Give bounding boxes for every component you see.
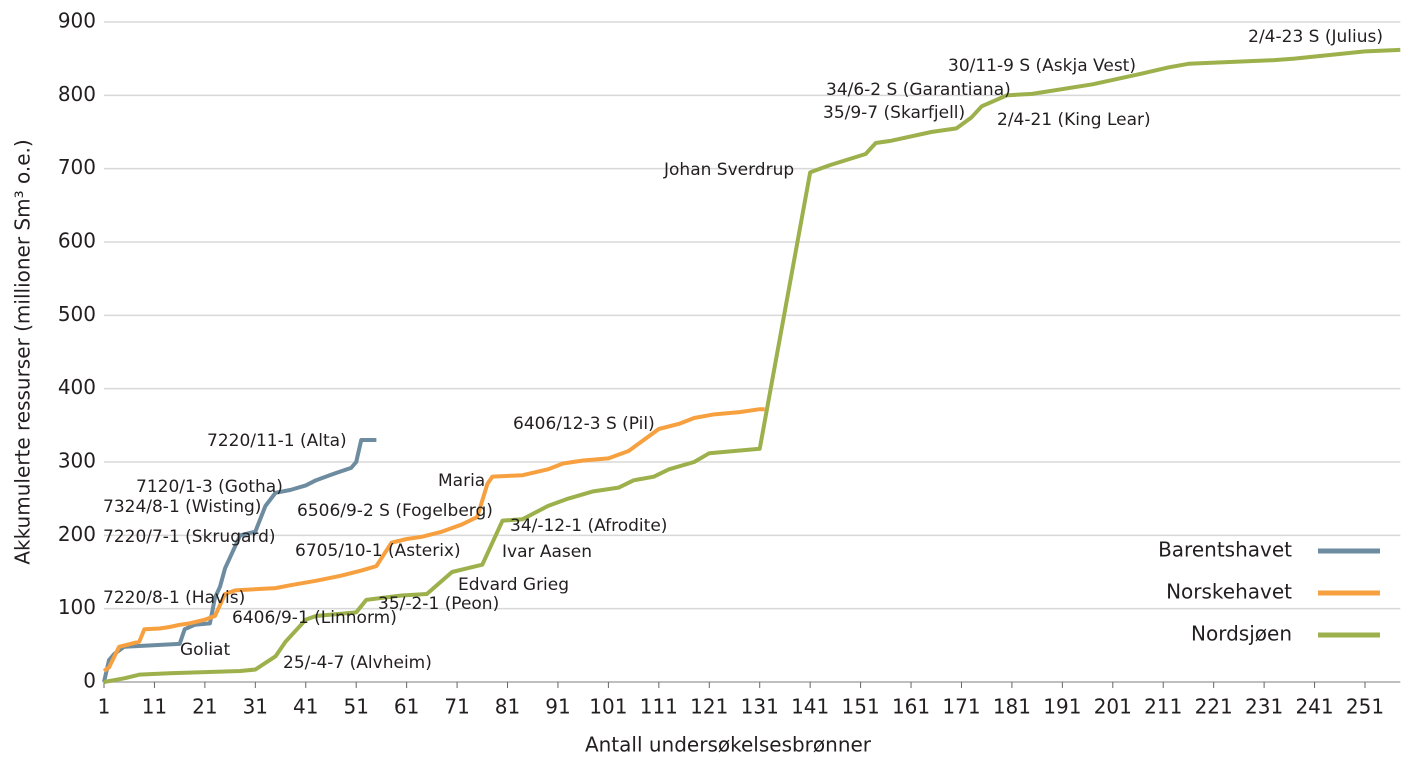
annotation: 2/4-21 (King Lear) (997, 110, 1151, 130)
x-tick-label: 61 (394, 695, 419, 719)
annotation: Ivar Aasen (502, 542, 592, 562)
annotation: 6705/10-1 (Asterix) (295, 541, 461, 561)
y-tick-label: 100 (58, 595, 96, 619)
annotation: Edvard Grieg (458, 575, 569, 595)
x-tick-label: 121 (690, 695, 728, 719)
y-tick-label: 200 (58, 522, 96, 546)
annotation: 34/-12-1 (Afrodite) (510, 516, 667, 536)
annotation: Goliat (180, 640, 230, 660)
y-tick-label: 600 (58, 229, 96, 253)
y-tick-label: 300 (58, 449, 96, 473)
x-tick-label: 111 (640, 695, 678, 719)
x-tick-label: 101 (589, 695, 627, 719)
legend-label: Norskehavet (1166, 580, 1292, 604)
y-tick-label: 700 (58, 155, 96, 179)
annotation: 35/9-7 (Skarfjell) (823, 103, 965, 123)
x-tick-label: 81 (495, 695, 520, 719)
annotation: 7220/8-1 (Havis) (103, 588, 245, 608)
annotation: 30/11-9 S (Askja Vest) (948, 56, 1136, 76)
annotation: 6406/9-1 (Linnorm) (232, 608, 397, 628)
x-tick-label: 201 (1094, 695, 1132, 719)
x-tick-label: 1 (98, 695, 111, 719)
x-tick-label: 241 (1295, 695, 1333, 719)
x-tick-label: 191 (1043, 695, 1081, 719)
x-tick-label: 161 (892, 695, 930, 719)
legend-label: Barentshavet (1158, 538, 1292, 562)
x-tick-label: 181 (993, 695, 1031, 719)
x-tick-label: 51 (343, 695, 368, 719)
x-tick-label: 21 (192, 695, 217, 719)
annotation: 7324/8-1 (Wisting) (103, 497, 261, 517)
x-tick-label: 31 (243, 695, 268, 719)
annotation: 25/-4-7 (Alvheim) (283, 653, 432, 673)
x-tick-label: 11 (142, 695, 167, 719)
x-tick-label: 211 (1144, 695, 1182, 719)
x-axis-title: Antall undersøkelsesbrønner (585, 733, 872, 757)
legend-label: Nordsjøen (1191, 622, 1292, 646)
y-tick-label: 0 (83, 669, 96, 693)
annotation: Maria (438, 471, 485, 491)
x-tick-label: 221 (1195, 695, 1233, 719)
x-tick-label: 141 (791, 695, 829, 719)
x-tick-label: 151 (842, 695, 880, 719)
y-tick-label: 800 (58, 82, 96, 106)
annotation: 6506/9-2 S (Fogelberg) (297, 501, 493, 521)
annotation: 7220/7-1 (Skrugard) (103, 527, 276, 547)
x-tick-label: 131 (741, 695, 779, 719)
annotation: 7220/11-1 (Alta) (207, 431, 347, 451)
annotation: Johan Sverdrup (663, 160, 794, 180)
series-line (102, 438, 377, 683)
x-tick-label: 41 (293, 695, 318, 719)
x-tick-label: 251 (1346, 695, 1384, 719)
x-tick-label: 231 (1245, 695, 1283, 719)
y-axis-title: Akkumulerte ressurser (millioner Sm³ o.e… (11, 139, 35, 564)
annotation: 6406/12-3 S (Pil) (513, 414, 655, 434)
y-tick-label: 400 (58, 375, 96, 399)
series-line (103, 47, 1401, 684)
x-tick-label: 71 (444, 695, 469, 719)
annotation: 2/4-23 S (Julius) (1248, 27, 1383, 47)
x-tick-label: 91 (545, 695, 570, 719)
series-line (102, 407, 765, 673)
annotation: 7120/1-3 (Gotha) (136, 477, 283, 497)
annotation: 35/-2-1 (Peon) (378, 594, 499, 614)
y-tick-label: 900 (58, 9, 96, 33)
annotation: 34/6-2 S (Garantiana) (826, 80, 1011, 100)
x-tick-label: 171 (942, 695, 980, 719)
y-tick-label: 500 (58, 302, 96, 326)
